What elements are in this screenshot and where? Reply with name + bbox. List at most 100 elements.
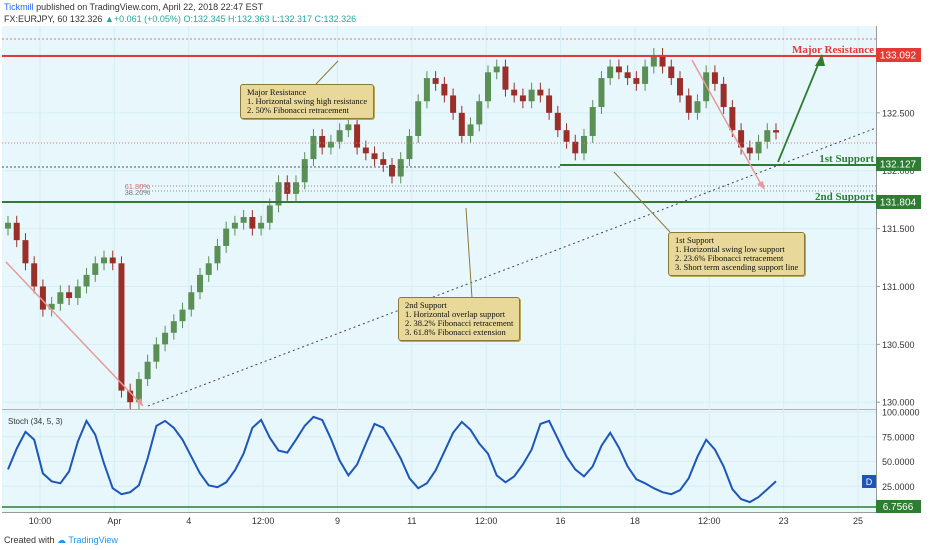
candle-body	[39, 286, 46, 310]
time-tick-label: 23	[779, 516, 789, 526]
candle-body	[694, 101, 701, 113]
candle-body	[301, 159, 308, 183]
candle-body	[345, 124, 352, 131]
candle-body	[659, 54, 666, 67]
candle-body	[188, 292, 195, 310]
candle-body	[581, 135, 587, 154]
time-tick-label: 25	[853, 516, 863, 526]
arrow-head-2	[757, 181, 765, 190]
time-tick-label: 10:00	[29, 516, 52, 526]
candle-body	[642, 66, 649, 84]
major-resistance-price-tag	[876, 48, 921, 62]
tradingview-brand[interactable]: TradingView	[68, 535, 118, 545]
candle-body	[197, 274, 203, 293]
candle-body	[83, 274, 90, 287]
candle-body	[415, 101, 422, 136]
candle-body	[258, 222, 265, 229]
candle-body	[607, 66, 614, 79]
time-tick-label: 4	[186, 516, 191, 526]
major-resistance-annotation[interactable]: Major Resistance 1. Horizontal swing hig…	[240, 84, 375, 119]
change: +0.061 (+0.05%)	[113, 14, 181, 24]
major-resistance-price: 133.092	[880, 51, 917, 62]
stoch-tick-label: 75.0000	[882, 432, 915, 442]
stoch-tick-label: 50.0000	[882, 457, 915, 467]
candle-body	[66, 292, 73, 299]
fib-618-label: 61.80%	[125, 182, 151, 191]
first-support-price: 132.127	[880, 160, 917, 171]
published-text: published on TradingView.com, April 22, …	[33, 2, 264, 12]
down-projection-line-1	[5, 261, 144, 407]
time-tick-label: 12:00	[475, 516, 498, 526]
stoch-tick-label: 25.0000	[882, 482, 915, 492]
time-tick-label: 9	[335, 516, 340, 526]
down-projection-line-2	[691, 59, 763, 187]
candle-body	[598, 78, 605, 108]
candle-body	[432, 78, 439, 84]
candle-body	[135, 379, 142, 403]
candle-body	[31, 263, 38, 287]
candle-body	[773, 130, 779, 133]
candle-body	[406, 135, 413, 160]
candle-body	[101, 257, 107, 264]
symbol: FX:EURJPY, 60	[4, 14, 68, 24]
candle-body	[153, 344, 160, 362]
candle-body	[336, 130, 343, 142]
first-support-annotation[interactable]: 1st Support 1. Horizontal swing low supp…	[668, 232, 806, 276]
candle-body	[746, 147, 753, 154]
levels	[2, 38, 877, 407]
candle-body	[362, 147, 369, 154]
time-tick-label: Apr	[107, 516, 121, 526]
candle-body	[572, 141, 579, 154]
candle-body	[528, 89, 535, 102]
candle-body	[275, 182, 282, 206]
candle-body	[677, 78, 683, 96]
candle-body	[537, 89, 544, 96]
candle-body	[249, 217, 256, 229]
candle-body	[389, 164, 395, 177]
candle-body	[485, 72, 491, 102]
candle-body	[738, 130, 745, 148]
publisher-name[interactable]: Tickmill	[4, 2, 34, 12]
candle-body	[179, 309, 186, 322]
candle-body	[519, 95, 526, 102]
candle-body	[624, 72, 631, 79]
stoch-d-badge[interactable]	[862, 475, 876, 488]
stoch-d-label: D	[866, 477, 873, 487]
candle-body	[162, 332, 169, 345]
candle-body	[633, 78, 640, 84]
first-support-label: 1st Support	[819, 153, 874, 165]
candle-body	[205, 263, 212, 275]
symbol-line: FX:EURJPY, 60 132.326 ▲+0.061 (+0.05%) O…	[4, 14, 356, 24]
publisher-line: Tickmill published on TradingView.com, A…	[4, 2, 263, 12]
candle-body	[371, 153, 378, 160]
candle-body	[266, 205, 273, 223]
candle-body	[109, 257, 116, 264]
candle-body	[170, 321, 177, 333]
candle-body	[467, 124, 474, 136]
candle-body	[615, 66, 622, 73]
candle-body	[397, 159, 404, 177]
candle-body	[380, 159, 387, 165]
candle-body	[450, 95, 457, 113]
candle-body	[554, 112, 561, 131]
candle-body	[284, 182, 291, 194]
stoch-title: Stoch (34, 5, 3)	[8, 417, 63, 426]
candle-body	[493, 66, 500, 73]
second-support-price-tag	[876, 195, 921, 209]
candle-body	[214, 245, 221, 264]
candle-body	[764, 130, 771, 142]
price-tick-label: 131.000	[882, 282, 915, 292]
footer: Created with ☁ TradingView	[0, 532, 932, 550]
stoch-line	[7, 415, 777, 504]
stoch-series	[2, 415, 876, 508]
stoch-current-value: 6.7566	[883, 502, 914, 513]
candle-body	[729, 107, 736, 131]
price-pane[interactable]	[2, 26, 876, 409]
second-support-label: 2nd Support	[815, 191, 874, 203]
up-projection-line	[777, 59, 821, 163]
second-support-annotation[interactable]: 2nd Support 1. Horizontal overlap suppor…	[398, 297, 521, 341]
candle-body	[144, 361, 151, 380]
first-support-price-tag	[876, 157, 921, 171]
candle-body	[650, 54, 657, 67]
